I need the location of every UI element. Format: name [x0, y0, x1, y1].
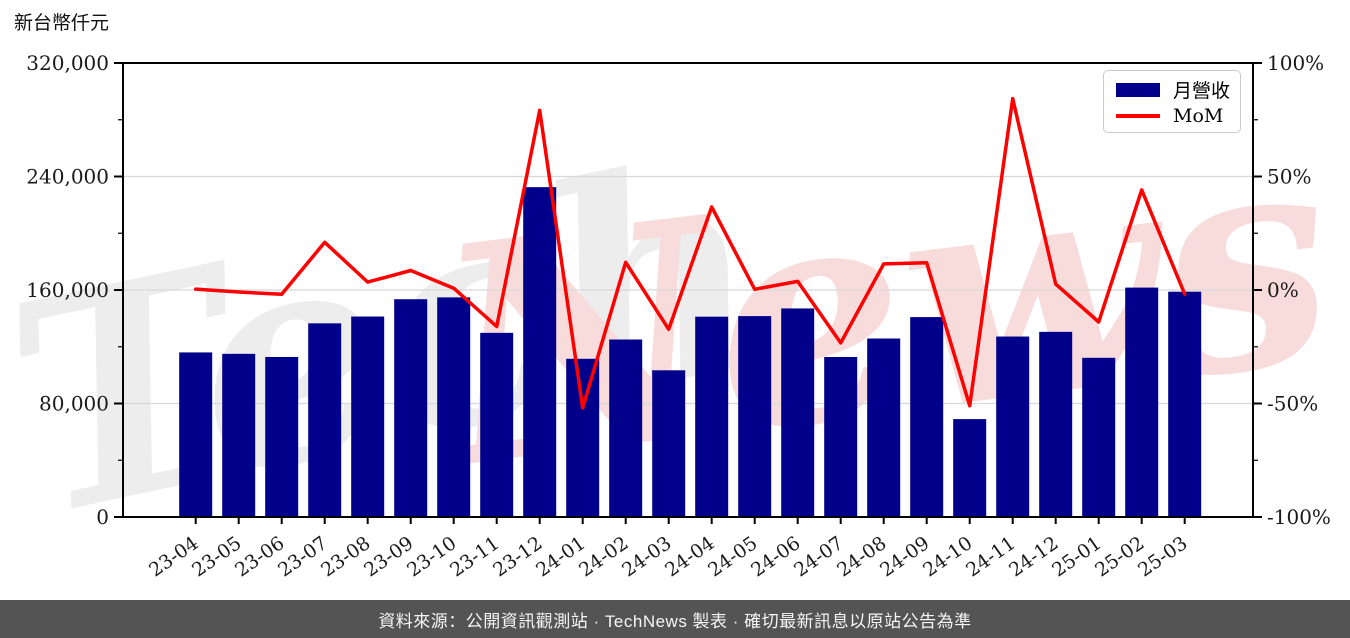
x-tick-label-24-04: 24-04 [661, 532, 718, 581]
legend-bar-swatch [1116, 82, 1160, 97]
y-left-tick-label: 80,000 [39, 392, 109, 416]
x-tick-label-24-08: 24-08 [833, 532, 890, 581]
bar-24-03 [652, 370, 686, 517]
x-tick-label-24-06: 24-06 [747, 532, 804, 581]
x-tick-label-23-08: 23-08 [317, 532, 374, 581]
bar-25-03 [1168, 291, 1202, 517]
x-tick-label-24-09: 24-09 [876, 532, 933, 581]
y-right-tick-label: -50% [1267, 392, 1318, 416]
legend-row-mom: MoM [1116, 105, 1232, 127]
y-right-tick-label: 100% [1267, 51, 1324, 75]
bar-25-02 [1125, 287, 1159, 517]
bar-24-07 [824, 356, 858, 517]
x-tick-label-24-03: 24-03 [618, 532, 675, 581]
bar-23-04 [179, 352, 213, 517]
legend-row-revenue: 月營收 [1116, 76, 1232, 103]
bar-23-10 [437, 297, 471, 517]
y-left-tick-label: 320,000 [26, 51, 109, 75]
x-tick-label-23-11: 23-11 [446, 532, 503, 581]
bar-24-12 [1039, 331, 1073, 517]
bar-24-11 [996, 336, 1030, 517]
bar-23-05 [222, 353, 256, 517]
legend-line-swatch [1116, 113, 1160, 118]
bar-23-06 [265, 356, 299, 517]
chart-canvas: TechNews080,000160,000240,000320,000-100… [0, 51, 1349, 582]
x-tick-label-25-01: 25-01 [1048, 532, 1105, 581]
y-left-tick-label: 160,000 [26, 278, 109, 302]
bar-23-12 [523, 187, 557, 517]
bar-24-06 [781, 308, 815, 517]
bar-24-04 [695, 316, 729, 517]
y-right-tick-label: 50% [1267, 165, 1311, 189]
y-right-tick-label: -100% [1267, 505, 1331, 529]
y-right-tick-label: 0% [1267, 278, 1299, 302]
x-tick-label-24-05: 24-05 [704, 532, 761, 581]
x-tick-label-23-12: 23-12 [489, 532, 546, 581]
legend: 月營收 MoM [1103, 70, 1241, 133]
bar-24-10 [953, 419, 987, 517]
y-left-tick-label: 0 [96, 505, 109, 529]
y-axis-unit-title: 新台幣仟元 [14, 12, 110, 34]
source-footer: 資料來源：公開資訊觀測站 · TechNews 製表 · 確切最新訊息以原站公告… [0, 600, 1350, 638]
x-tick-label-23-10: 23-10 [403, 532, 460, 581]
bar-23-09 [394, 299, 428, 517]
bar-25-01 [1082, 357, 1116, 517]
x-tick-label-24-07: 24-07 [790, 532, 847, 581]
legend-bar-label: 月營收 [1173, 80, 1231, 103]
y-left-tick-label: 240,000 [26, 165, 109, 189]
bar-24-01 [566, 358, 600, 517]
x-tick-label-24-10: 24-10 [919, 532, 976, 581]
mom-line [193, 96, 1187, 410]
bar-23-07 [308, 323, 342, 517]
x-tick-label-24-12: 24-12 [1005, 532, 1062, 581]
x-tick-label-25-03: 25-03 [1134, 532, 1191, 581]
legend-line-label: MoM [1173, 104, 1224, 127]
x-tick-label-23-09: 23-09 [360, 532, 417, 581]
bar-24-09 [910, 317, 944, 517]
x-tick-label-24-02: 24-02 [575, 532, 632, 581]
bar-23-11 [480, 332, 514, 517]
x-tick-label-25-02: 25-02 [1091, 532, 1148, 581]
x-tick-label-24-11: 24-11 [962, 532, 1019, 581]
bar-24-08 [867, 338, 901, 517]
x-tick-label-23-07: 23-07 [274, 532, 331, 581]
bar-24-02 [609, 339, 643, 517]
x-tick-label-24-01: 24-01 [532, 532, 589, 581]
bar-24-05 [738, 316, 772, 517]
bar-23-08 [351, 316, 385, 517]
